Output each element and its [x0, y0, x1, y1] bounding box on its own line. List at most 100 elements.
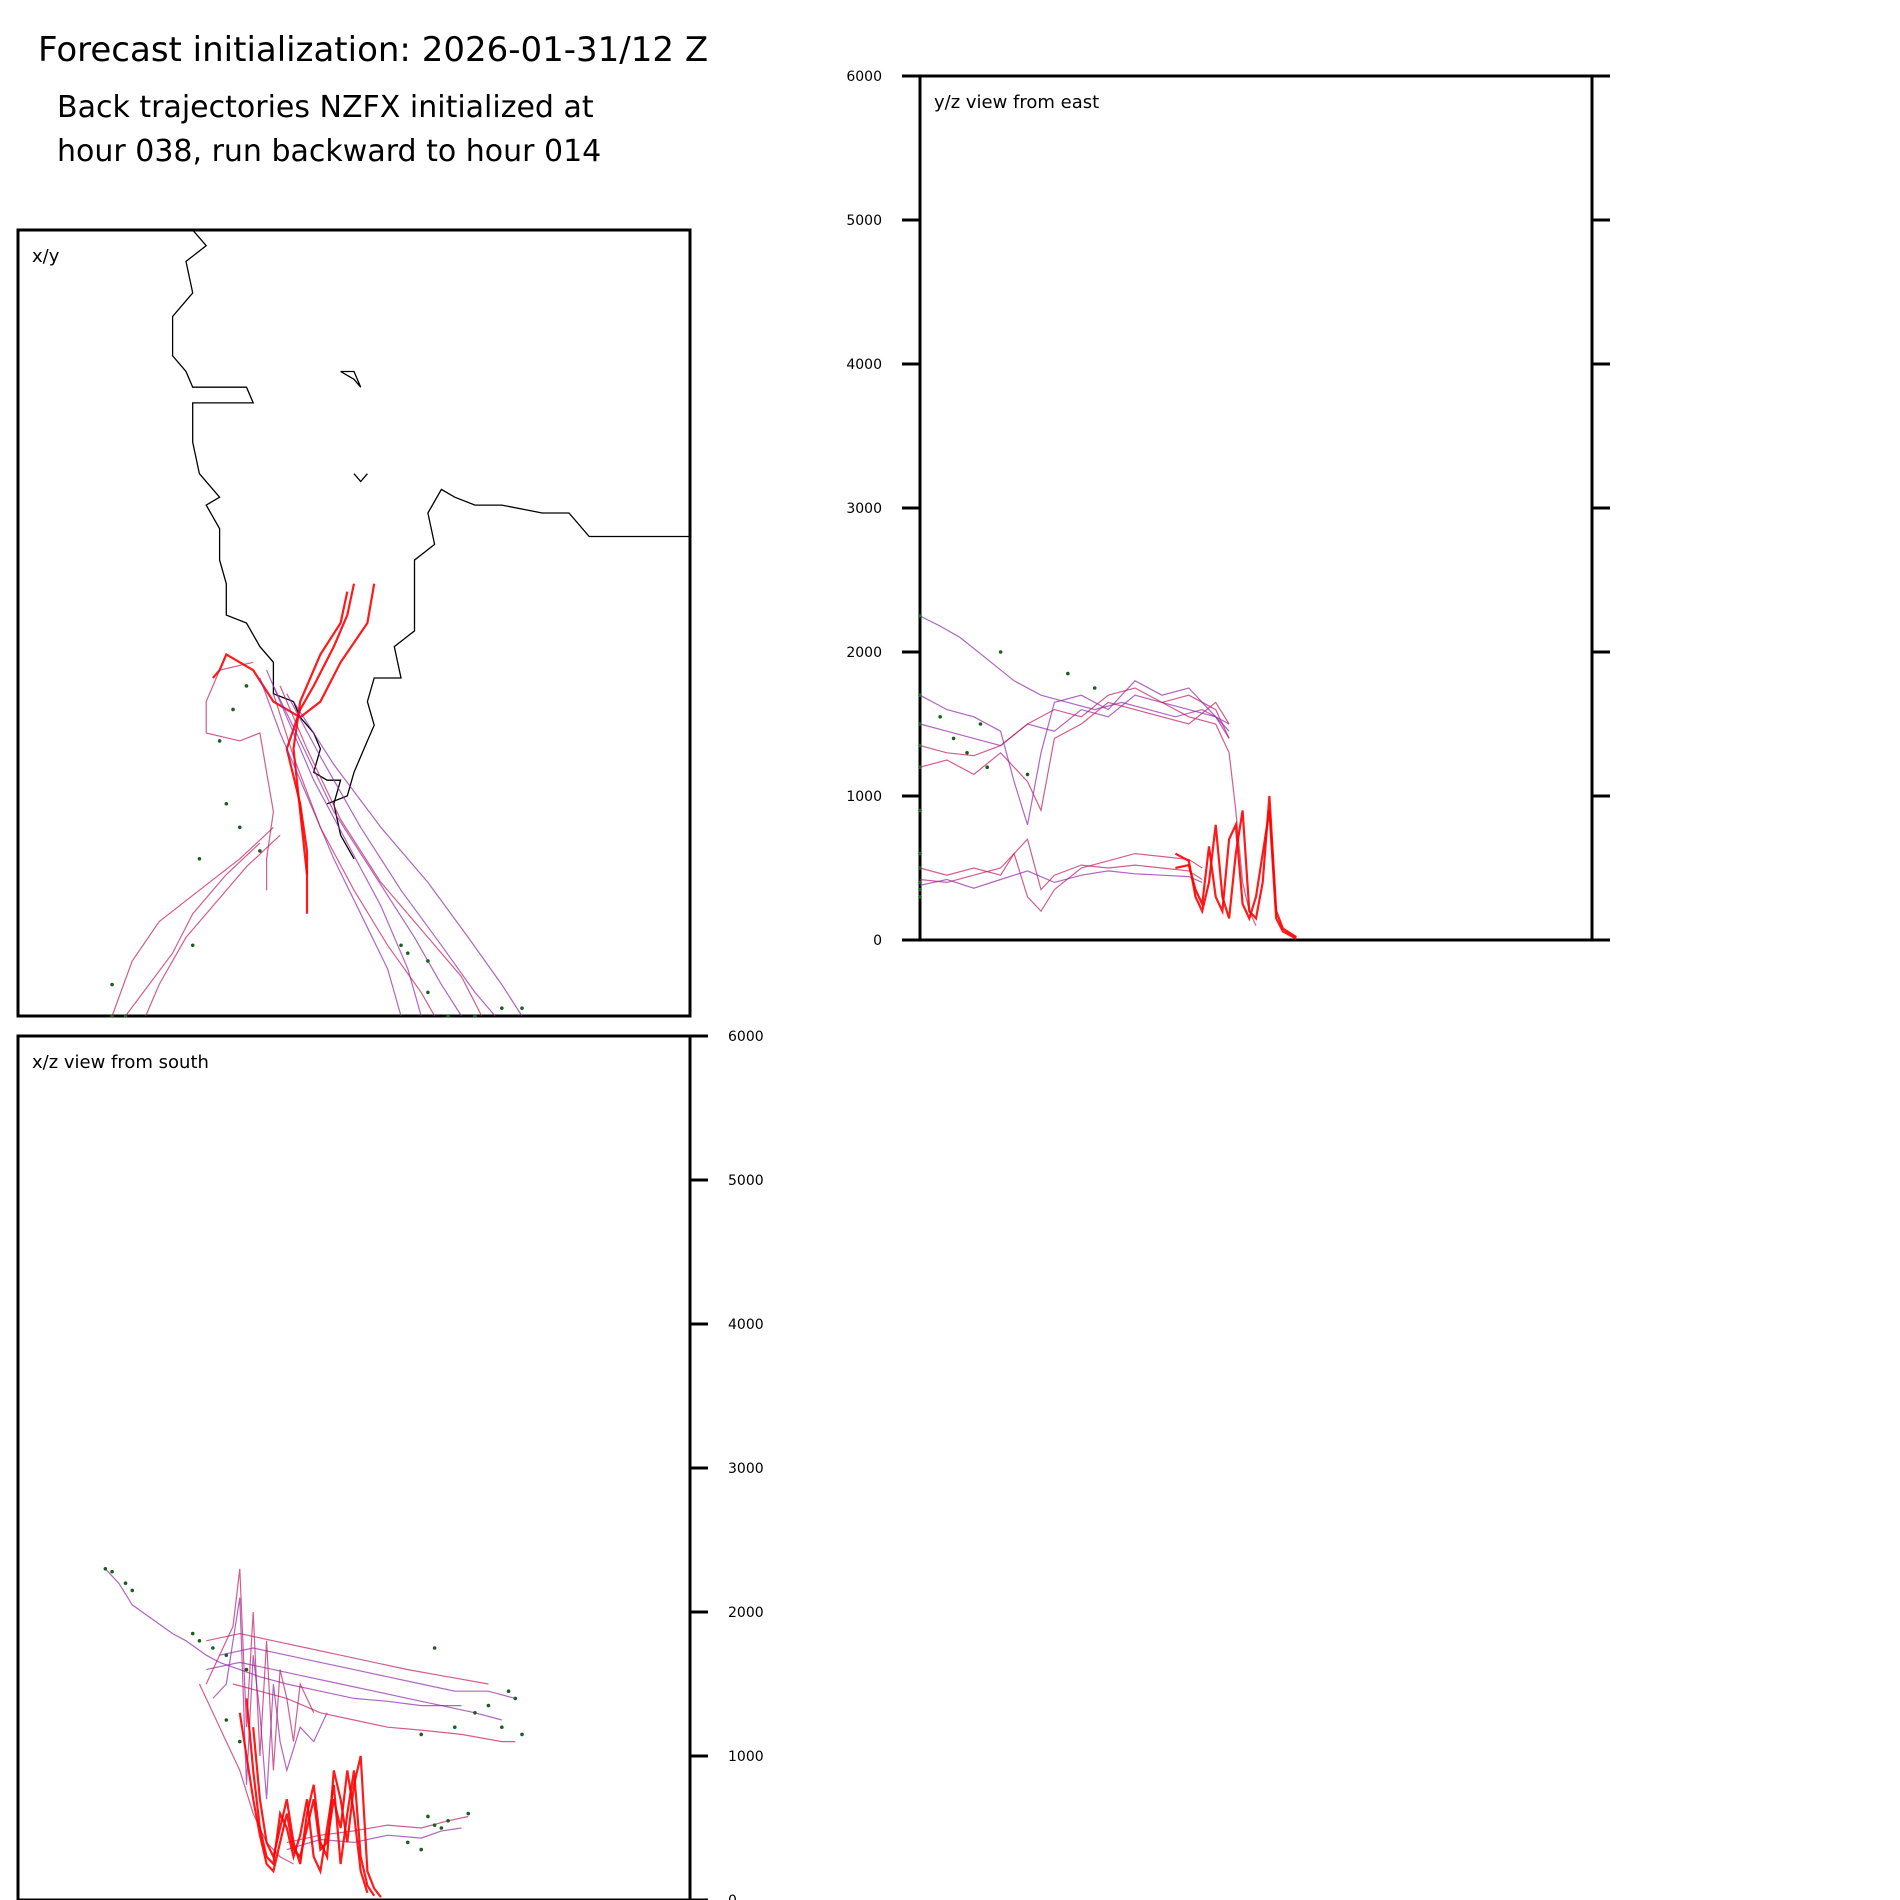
panel-yz: y/z view from east 0 1000 2000 3000 4000 5000… — [846, 69, 1610, 949]
ytick-label-2000: 2000 — [846, 645, 882, 661]
panel-yz-title: y/z view from east — [934, 92, 1099, 113]
xz-marker-4 — [190, 1631, 195, 1636]
yz-trajectory-lower-old-1 — [919, 870, 1203, 889]
xz-marker-15 — [453, 1725, 457, 1729]
ytick-label-6000: 6000 — [846, 69, 882, 85]
yz-trajectory-upper-mid-1 — [919, 687, 1230, 757]
xy-marker-14 — [473, 1014, 477, 1018]
xy-marker-8 — [110, 982, 114, 987]
yz-trajectories — [919, 615, 1297, 940]
xy-marker-3 — [224, 801, 229, 806]
yz-marker-7 — [918, 887, 922, 892]
xz-marker-1 — [110, 1569, 114, 1574]
xz-trajectory-old-spike-cluster — [212, 1597, 328, 1800]
xy-trajectory-mid-southwest-2 — [145, 834, 281, 1017]
xz-marker-18 — [432, 1823, 437, 1827]
xy-marker-6 — [197, 857, 202, 861]
yz-marker-4 — [918, 808, 922, 813]
yz-marker-5 — [918, 866, 922, 870]
yz-marker-15 — [918, 693, 922, 697]
panel-xy-title: x/y — [32, 246, 60, 267]
xz-marker-19 — [439, 1826, 444, 1830]
xy-marker-18 — [123, 1014, 128, 1018]
xz-marker-8 — [432, 1646, 437, 1650]
yz-marker-1 — [918, 722, 922, 726]
yz-trajectory-upper-old-1 — [919, 615, 1230, 725]
xz-marker-25 — [237, 1739, 242, 1744]
ytick-label-4000: 4000 — [846, 357, 882, 373]
panel-xz: x/z view from south 0 1000 2000 3000 4000 500… — [16, 1029, 764, 1900]
yz-trajectory-recent-red-2 — [1175, 810, 1297, 940]
xz-marker-3 — [130, 1588, 135, 1593]
panel-yz-frame — [918, 74, 1594, 942]
xy-marker-9 — [399, 943, 403, 948]
xy-marker-4 — [237, 825, 242, 830]
ytick-label-5000: 5000 — [728, 1173, 764, 1189]
yz-marker-16 — [918, 851, 922, 856]
xz-trajectory-mid-upper-east-3 — [206, 1632, 489, 1685]
yz-marker-2 — [918, 743, 922, 748]
yz-marker-19 — [985, 765, 989, 769]
xz-marker-9 — [506, 1689, 511, 1693]
ytick-label-6000: 6000 — [728, 1029, 764, 1045]
xz-marker-0 — [103, 1567, 108, 1571]
xy-trajectory-recent-core-3 — [292, 591, 349, 875]
xz-marker-16 — [419, 1732, 424, 1737]
xy-marker-1 — [231, 707, 235, 712]
coastline-segment-0 — [171, 229, 355, 860]
figure-title: Forecast initialization: 2026-01-31/12 Z — [38, 30, 709, 70]
yz-marker-9 — [965, 751, 969, 755]
xy-marker-12 — [426, 990, 430, 995]
coastline-segment-1 — [326, 488, 690, 805]
ytick-label-3000: 3000 — [846, 501, 882, 517]
xz-trajectory-recent-red-2 — [245, 1698, 376, 1897]
ytick-label-1000: 1000 — [846, 789, 882, 805]
xz-marker-14 — [520, 1732, 524, 1737]
xy-marker-15 — [500, 1006, 504, 1010]
xy-marker-16 — [520, 1006, 524, 1010]
yz-marker-6 — [918, 880, 922, 885]
xz-marker-17 — [426, 1814, 430, 1819]
ytick-label-0: 0 — [873, 933, 882, 949]
yz-marker-10 — [978, 722, 983, 726]
coastline-segment-2 — [340, 370, 362, 388]
xy-trajectories — [111, 583, 523, 1017]
xz-marker-13 — [500, 1725, 504, 1729]
xz-marker-11 — [486, 1703, 491, 1708]
xy-marker-7 — [190, 943, 195, 948]
xz-marker-2 — [123, 1581, 128, 1585]
xz-marker-20 — [446, 1819, 450, 1823]
yz-trajectory-upper-old-2 — [919, 694, 1230, 747]
coastline — [171, 229, 690, 860]
xy-trajectory-mid-south-6 — [279, 685, 483, 1017]
xy-marker-5 — [258, 849, 262, 853]
panel-xy: x/y — [16, 228, 692, 1018]
yz-start-markers — [918, 614, 1097, 899]
xz-marker-10 — [513, 1696, 518, 1701]
yz-trajectory-recent-red-1 — [1174, 795, 1297, 939]
xy-marker-0 — [244, 684, 249, 688]
xy-trajectory-old-south-4 — [292, 701, 523, 1017]
xy-trajectory-old-south-1 — [266, 669, 422, 1017]
xz-marker-7 — [224, 1653, 229, 1657]
xy-trajectory-mid-south-7 — [272, 693, 436, 1017]
ytick-label-4000: 4000 — [728, 1317, 764, 1333]
xy-marker-2 — [217, 739, 222, 743]
panel-xy-frame — [16, 228, 692, 1018]
yz-trajectory-upper-old-3 — [919, 680, 1230, 825]
xy-trajectory-recent-core-2 — [285, 583, 356, 914]
xz-start-markers — [103, 1567, 524, 1852]
panel-xz-title: x/z view from south — [32, 1052, 209, 1073]
xz-marker-21 — [466, 1811, 471, 1816]
yz-marker-11 — [998, 650, 1003, 654]
yz-marker-18 — [938, 715, 942, 719]
xy-marker-10 — [405, 951, 410, 955]
xy-marker-13 — [446, 1014, 450, 1018]
xz-trajectories — [104, 1568, 516, 1898]
xy-trajectory-old-south-3 — [286, 693, 496, 1017]
xz-marker-22 — [405, 1840, 410, 1845]
xy-trajectory-recent-core — [212, 583, 376, 719]
xz-y-axis: 0 1000 2000 3000 4000 5000 6000 — [690, 1029, 764, 1900]
yz-marker-17 — [918, 895, 922, 899]
